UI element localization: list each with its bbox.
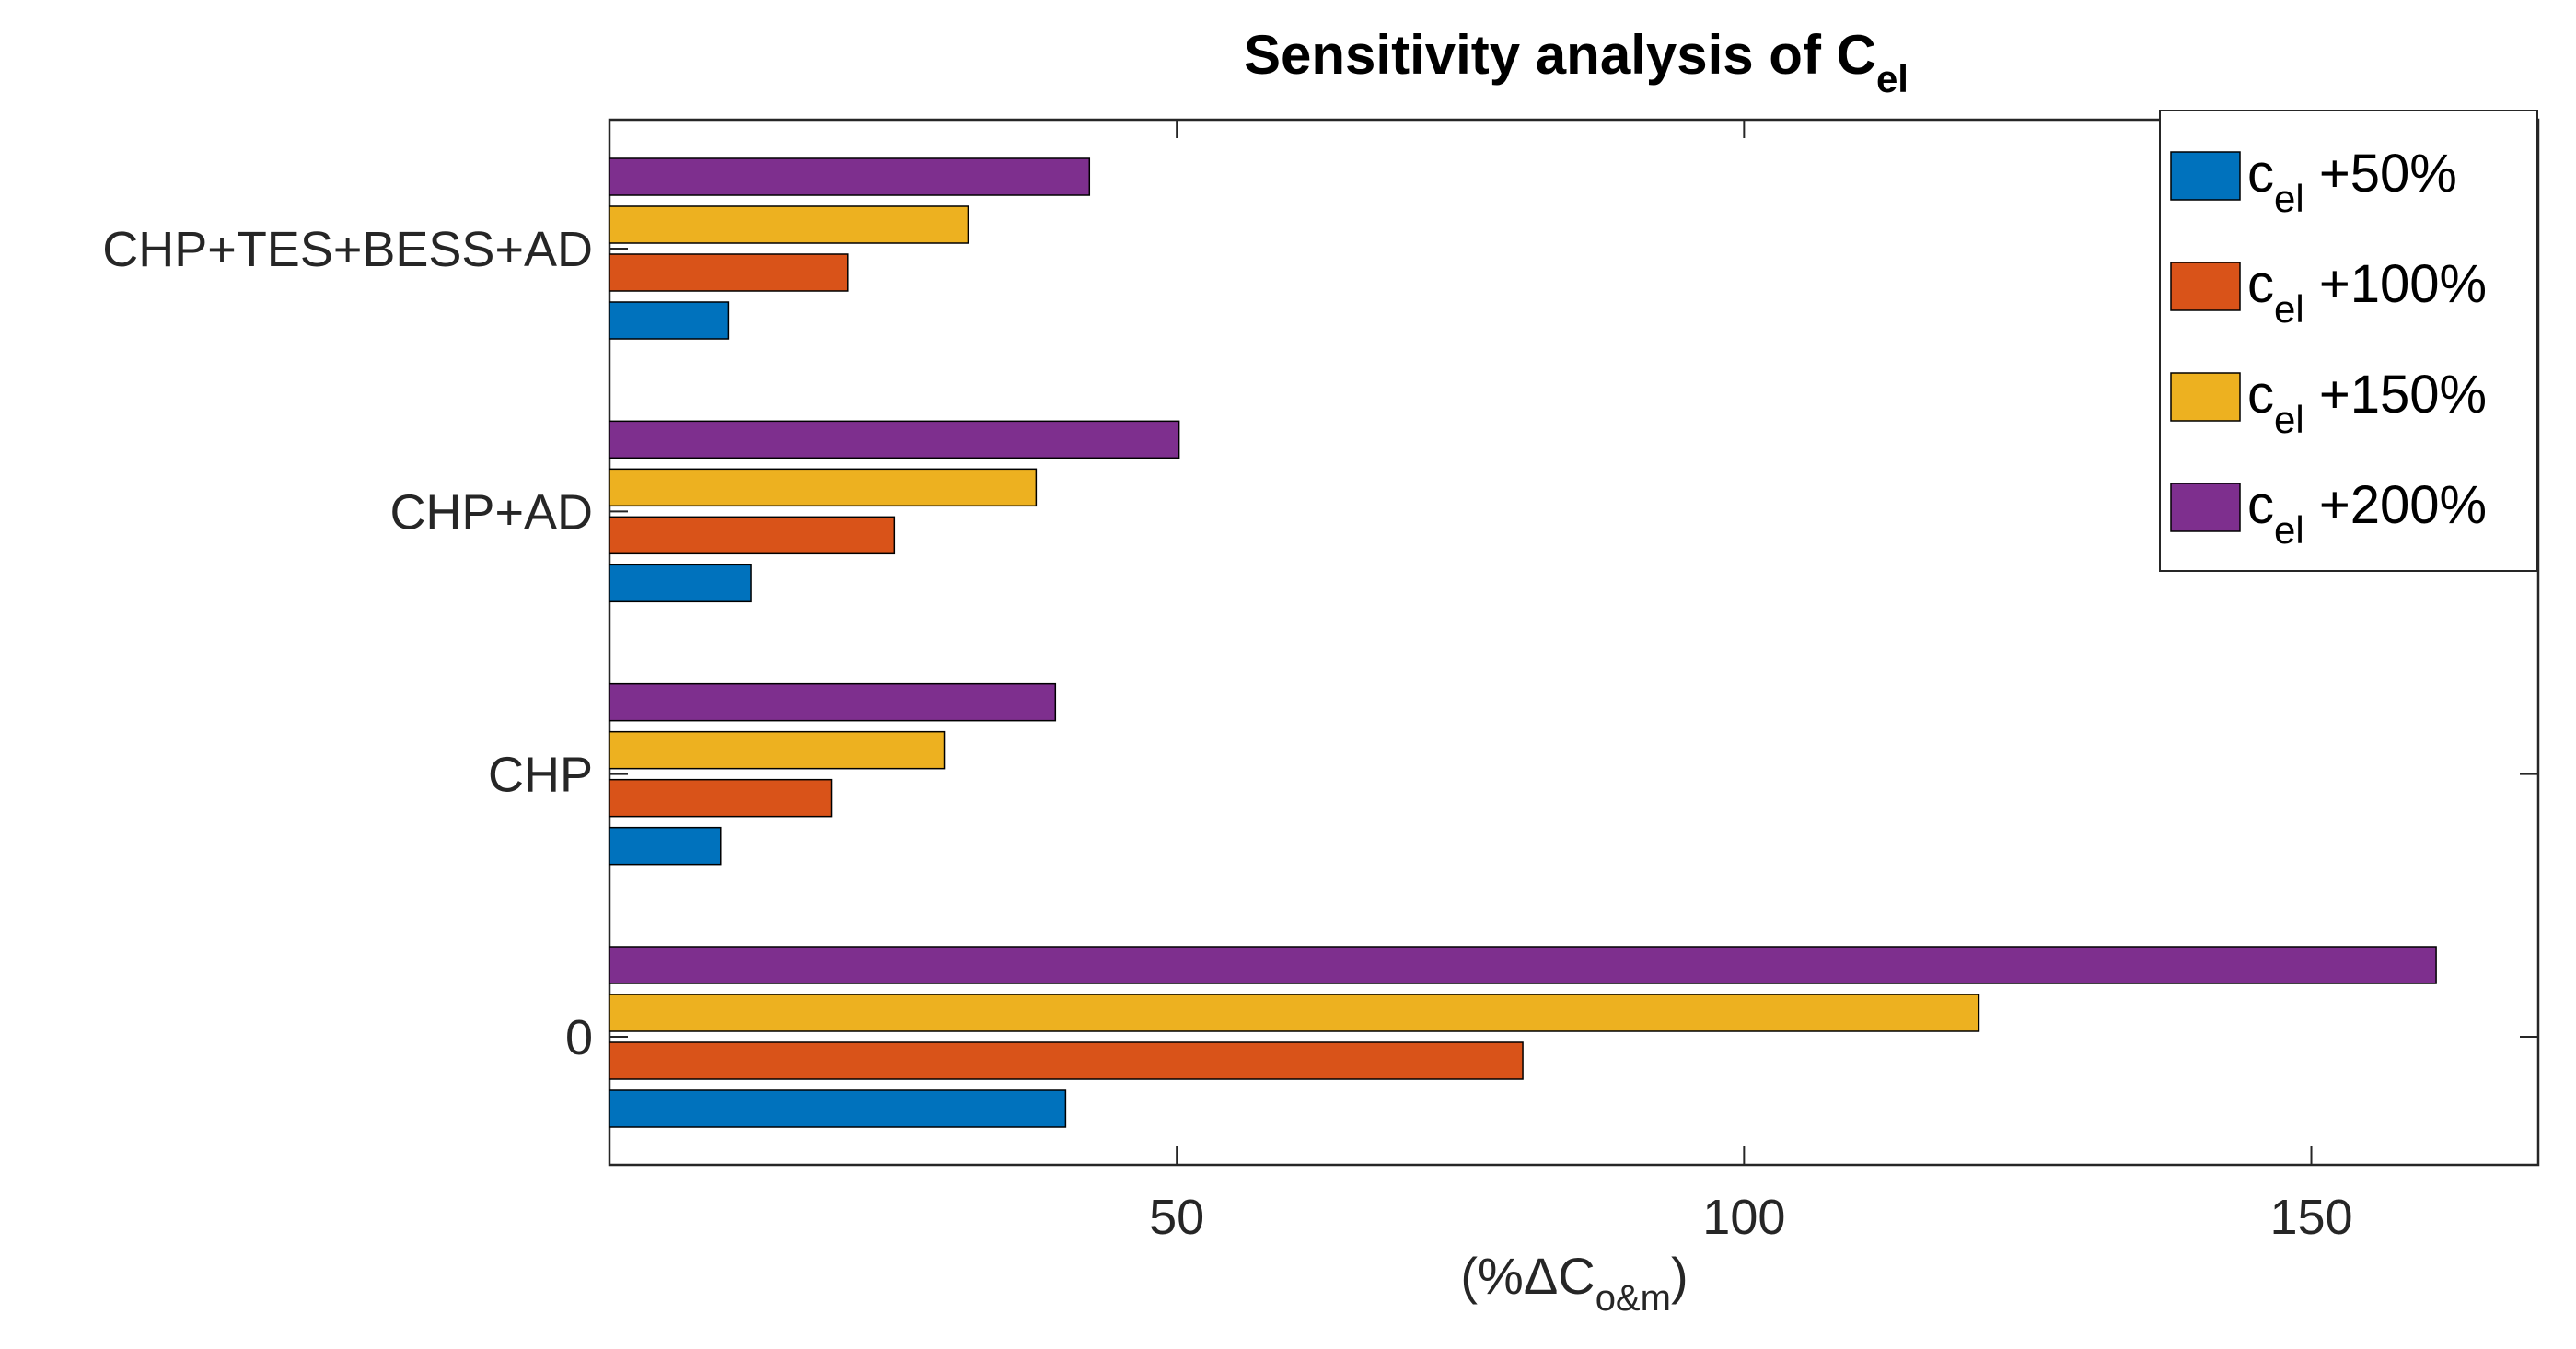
chart-title: Sensitivity analysis of Cel	[1244, 24, 1909, 100]
legend-label-1: cel +100%	[2247, 254, 2487, 331]
bar-0-series-0	[609, 1089, 1067, 1128]
bar-2-series-3	[609, 420, 1180, 459]
bar-2-series-2	[609, 468, 1038, 507]
legend-label-suffix-0: +50%	[2304, 144, 2457, 204]
legend-label-3: cel +200%	[2247, 475, 2487, 552]
legend-label-suffix-2: +150%	[2304, 365, 2487, 424]
legend-label-subscript-1: el	[2274, 287, 2304, 331]
x-axis-label-subscript: o&m	[1595, 1278, 1671, 1319]
legend-label-suffix-1: +100%	[2304, 254, 2487, 314]
legend-label-main-2: c	[2247, 365, 2274, 424]
plot-area: 50 100 150 0 CHP CHP+AD CHP+TES+BESS+AD	[102, 118, 2540, 1245]
bar-0-series-2	[609, 994, 1980, 1032]
y-category-label-1: CHP	[488, 748, 593, 803]
bar-3-series-0	[609, 301, 730, 340]
legend-label-main-3: c	[2247, 475, 2274, 535]
bar-1-series-1	[609, 778, 833, 818]
y-category-label-2: CHP+AD	[389, 484, 593, 540]
bar-1-series-2	[609, 730, 946, 770]
y-category-label-0: 0	[565, 1010, 593, 1065]
legend-label-0: cel +50%	[2247, 144, 2457, 220]
legend-label-subscript-3: el	[2274, 508, 2304, 552]
legend-label-suffix-3: +200%	[2304, 475, 2487, 535]
legend-swatch-1	[2170, 262, 2241, 311]
bar-2-series-1	[609, 516, 896, 555]
legend-label-subscript-0: el	[2274, 177, 2304, 220]
legend-swatch-0	[2170, 151, 2241, 201]
x-tick-label-100: 100	[1702, 1190, 1785, 1245]
bar-1-series-3	[609, 682, 1057, 722]
legend-label-main-1: c	[2247, 254, 2274, 314]
bar-3-series-1	[609, 253, 849, 292]
legend-swatch-2	[2170, 372, 2241, 422]
bar-2-series-0	[609, 564, 752, 603]
axes-box	[608, 118, 2540, 1167]
legend-label-subscript-2: el	[2274, 398, 2304, 441]
legend: cel +50%cel +100%cel +150%cel +200%	[2159, 110, 2538, 572]
legend-swatch-3	[2170, 483, 2241, 532]
legend-label-main-0: c	[2247, 144, 2274, 204]
x-axis-label-main: (%ΔC	[1460, 1247, 1595, 1305]
x-axis-label: (%ΔCo&m)	[1460, 1247, 1688, 1319]
bar-1-series-0	[609, 826, 722, 866]
bar-0-series-1	[609, 1041, 1524, 1080]
bar-0-series-3	[609, 946, 2437, 984]
x-tick-label-150: 150	[2269, 1190, 2352, 1245]
legend-label-2: cel +150%	[2247, 365, 2487, 441]
bar-3-series-3	[609, 157, 1091, 196]
chart-title-main: Sensitivity analysis of C	[1244, 24, 1876, 86]
x-tick-label-50: 50	[1149, 1190, 1204, 1245]
x-axis-label-close: )	[1671, 1247, 1688, 1305]
chart-title-subscript: el	[1876, 57, 1909, 100]
bar-3-series-2	[609, 205, 969, 244]
y-category-label-3: CHP+TES+BESS+AD	[102, 222, 593, 277]
